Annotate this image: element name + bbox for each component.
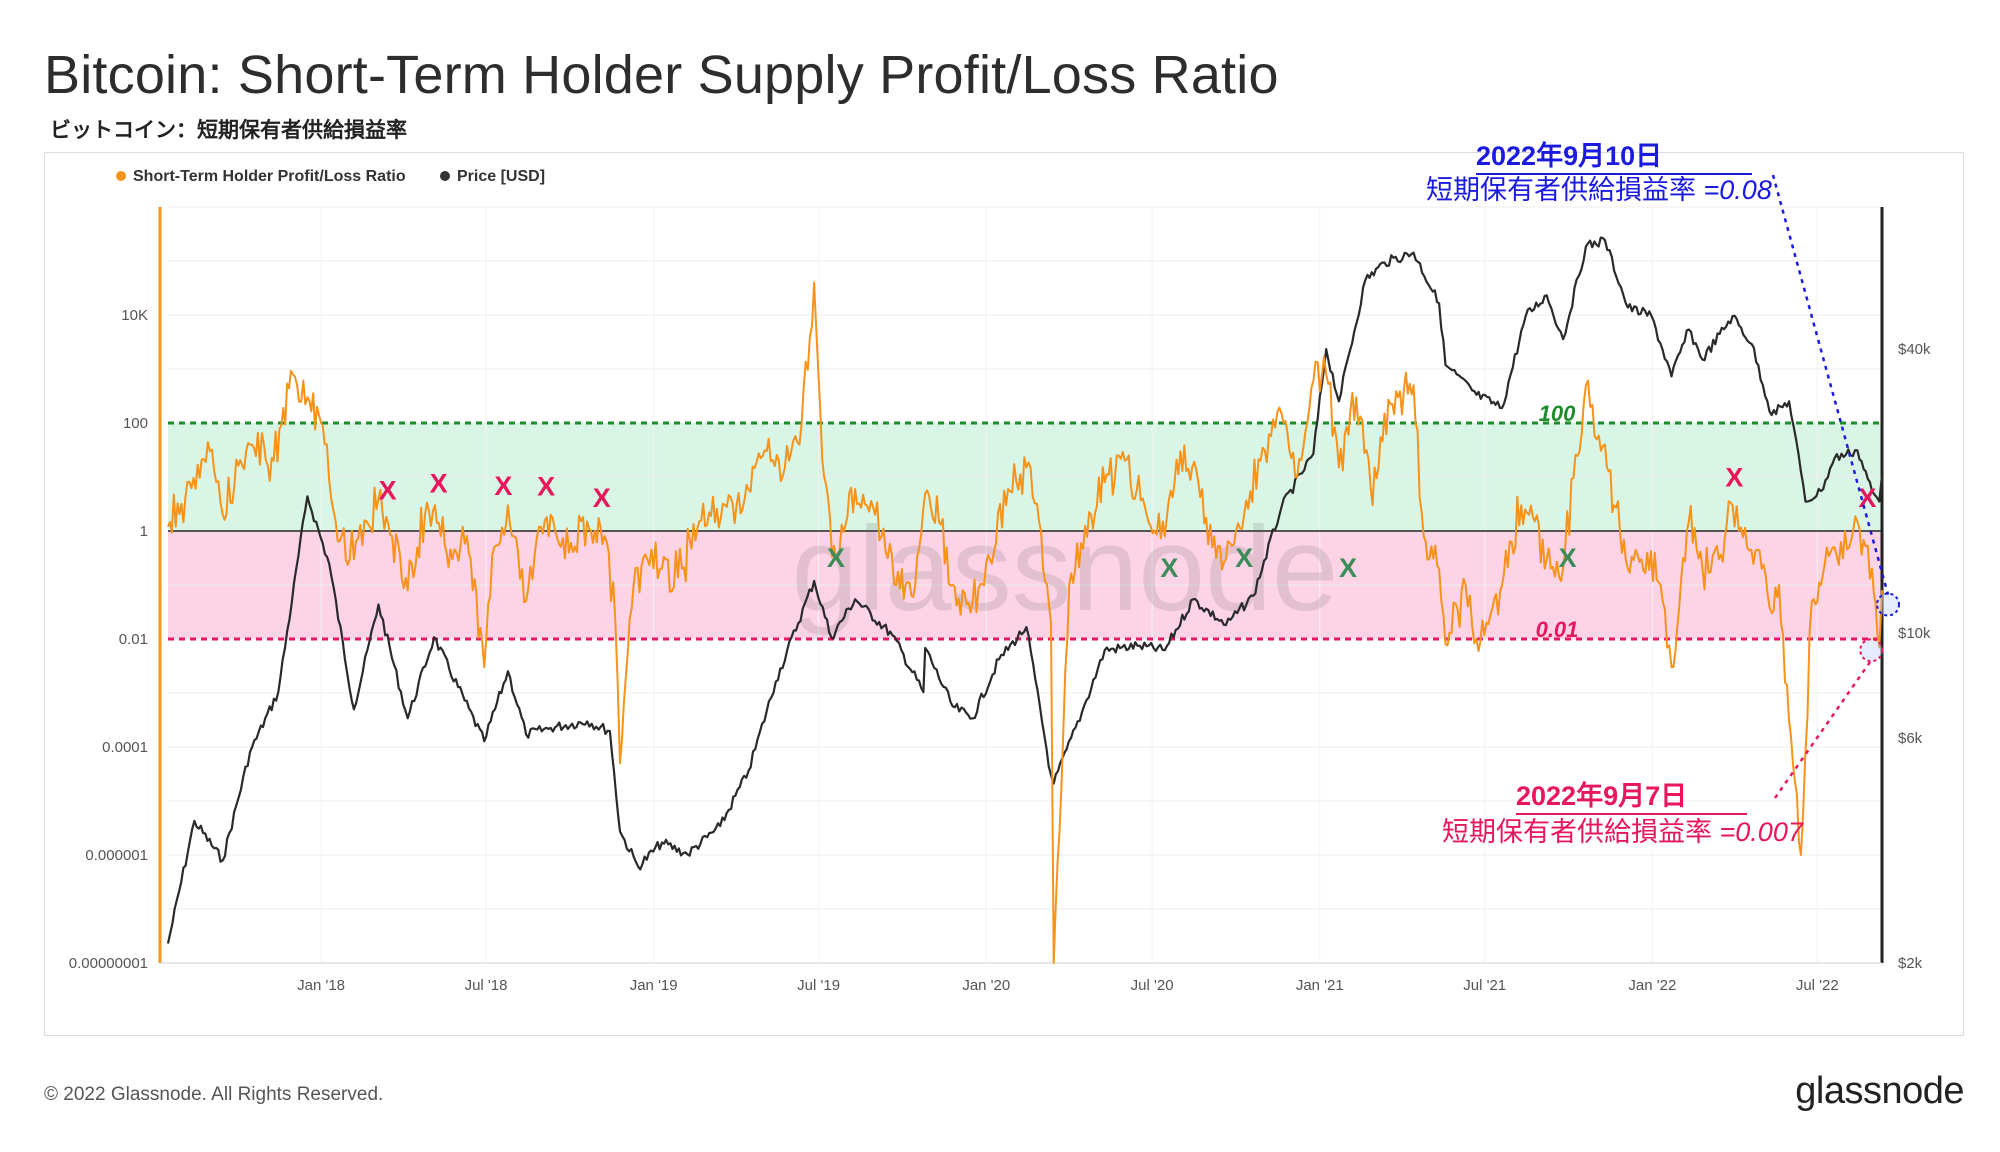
- right-tick-label: $2k: [1898, 955, 1923, 972]
- reference-label-0.01: 0.01: [1536, 617, 1579, 642]
- left-tick-label: 1: [140, 523, 148, 540]
- price-series-group: [166, 236, 1884, 944]
- left-tick-label: 0.0001: [102, 739, 148, 756]
- red-x-marker: X: [379, 476, 397, 506]
- annotation-lower-label: 短期保有者供給損益率: [1442, 817, 1720, 847]
- ratio-line: [167, 281, 1883, 964]
- annotation-upper-date: 2022年9月10日: [1476, 134, 1753, 175]
- legend-dot-price: [440, 170, 450, 181]
- x-tick-label: Jul '19: [797, 977, 840, 994]
- green-x-marker: X: [1160, 553, 1178, 583]
- red-x-marker: X: [494, 471, 512, 501]
- legend-item-ratio[interactable]: Short-Term Holder Profit/Loss Ratio: [116, 168, 406, 186]
- red-x-marker: X: [593, 483, 611, 513]
- footer-logo[interactable]: glassnode: [1795, 1070, 1964, 1112]
- left-tick-label: 0.000001: [85, 847, 148, 864]
- left-tick-label: 0.01: [119, 631, 148, 648]
- x-tick-label: Jul '21: [1463, 977, 1506, 994]
- x-tick-label: Jul '20: [1131, 977, 1174, 994]
- leader-lower: [1773, 659, 1873, 799]
- left-tick-label: 0.00000001: [69, 955, 148, 972]
- x-tick-label: Jan '19: [630, 977, 678, 994]
- x-tick-label: Jan '21: [1296, 977, 1344, 994]
- legend-label-price: Price [USD]: [457, 168, 546, 185]
- right-tick-label: $40k: [1898, 341, 1931, 358]
- leader-upper: [1771, 174, 1890, 595]
- highlight-point-lower: [1859, 638, 1884, 663]
- red-x-marker: X: [537, 471, 555, 501]
- watermark-text: glassnode: [791, 502, 1338, 636]
- annotation-upper-value: =0.08: [1703, 175, 1772, 205]
- annotation-lower-text: 短期保有者供給損益率 =0.007: [1442, 810, 1803, 849]
- tick-label-group: 10K 100 1 0.01 0.0001 0.000001 0.00000001 $40k $…: [69, 307, 1931, 994]
- x-tick-label: Jul '18: [465, 977, 508, 994]
- left-tick-label: 10K: [121, 307, 148, 324]
- reference-line-group: 100 0.01: [168, 401, 1882, 642]
- annotation-lower-value: =0.007: [1719, 817, 1803, 847]
- chart-subtitle: ビットコイン：短期保有者供給損益率: [50, 119, 407, 142]
- watermark-group: glassnode: [791, 502, 1338, 636]
- annotation-leader-group: [1771, 174, 1890, 799]
- price-line: [166, 236, 1884, 944]
- reference-label-100: 100: [1539, 401, 1576, 426]
- green-x-marker: X: [1339, 553, 1357, 583]
- annotation-upper-label: 短期保有者供給損益率: [1426, 175, 1704, 205]
- annotation-upper-text: 短期保有者供給損益率 =0.08: [1426, 168, 1772, 207]
- legend-item-price[interactable]: Price [USD]: [440, 168, 545, 186]
- annotation-lower-date: 2022年9月7日: [1516, 774, 1748, 815]
- right-tick-label: $6k: [1898, 730, 1923, 747]
- x-tick-label: Jan '22: [1628, 977, 1676, 994]
- legend-dot-ratio: [116, 170, 126, 181]
- x-tick-label: Jul '22: [1796, 977, 1839, 994]
- legend-label-ratio: Short-Term Holder Profit/Loss Ratio: [133, 168, 406, 185]
- red-x-marker: X: [1725, 462, 1743, 492]
- axis-group: [158, 207, 1884, 964]
- footer-copyright: © 2022 Glassnode. All Rights Reserved.: [44, 1084, 384, 1105]
- green-x-marker: X: [1559, 543, 1577, 573]
- red-x-marker: X: [430, 469, 448, 499]
- left-tick-label: 100: [123, 415, 148, 432]
- right-tick-label: $10k: [1898, 625, 1931, 642]
- green-x-marker: X: [827, 543, 845, 573]
- green-x-marker: X: [1235, 543, 1253, 573]
- x-tick-label: Jan '20: [962, 977, 1010, 994]
- highlight-point-upper: [1876, 592, 1900, 617]
- x-tick-label: Jan '18: [297, 977, 345, 994]
- ratio-series-group: [167, 281, 1883, 964]
- chart-title: Bitcoin: Short-Term Holder Supply Profit…: [44, 45, 1279, 105]
- chart-frame: [44, 152, 1964, 1036]
